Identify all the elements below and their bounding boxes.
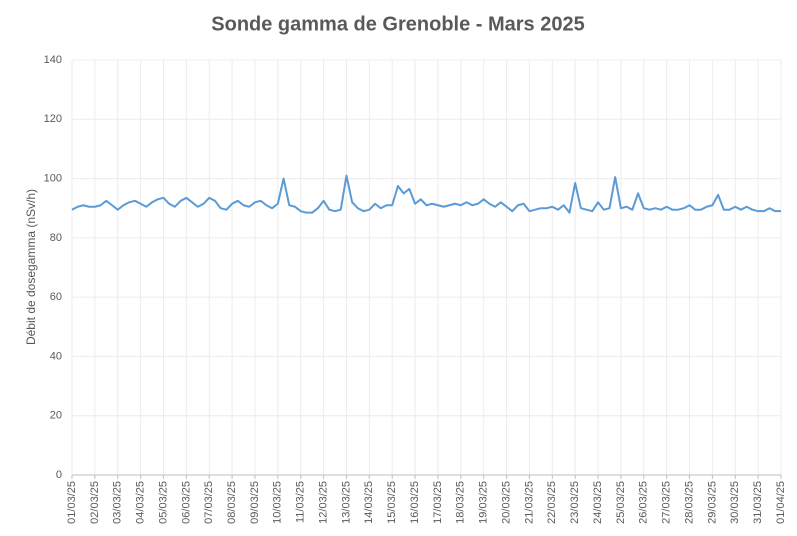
y-tick-label: 120 — [44, 113, 62, 125]
x-tick-label: 12/03/25 — [317, 481, 329, 524]
y-tick-label: 0 — [56, 469, 62, 481]
x-tick-label: 27/03/25 — [661, 481, 673, 524]
x-tick-label: 30/03/25 — [729, 481, 741, 524]
x-tick-label: 25/03/25 — [615, 481, 627, 524]
y-tick-label: 140 — [44, 54, 62, 66]
x-tick-label: 23/03/25 — [569, 481, 581, 524]
x-tick-label: 22/03/25 — [546, 481, 558, 524]
x-tick-label: 10/03/25 — [272, 481, 284, 524]
x-tick-label: 16/03/25 — [409, 481, 421, 524]
x-tick-label: 31/03/25 — [752, 481, 764, 524]
x-tick-label: 17/03/25 — [432, 481, 444, 524]
x-tick-label: 26/03/25 — [638, 481, 650, 524]
x-tick-label: 15/03/25 — [386, 481, 398, 524]
x-tick-label: 20/03/25 — [500, 481, 512, 524]
x-tick-label: 09/03/25 — [249, 481, 261, 524]
y-tick-label: 80 — [50, 232, 62, 244]
x-tick-label: 02/03/25 — [89, 481, 101, 524]
x-tick-label: 01/04/25 — [775, 481, 787, 524]
x-tick-label: 06/03/25 — [180, 481, 192, 524]
x-tick-label: 08/03/25 — [226, 481, 238, 524]
data-line — [71, 174, 781, 214]
x-tick-label: 14/03/25 — [363, 481, 375, 524]
x-tick-label: 19/03/25 — [478, 481, 490, 524]
x-tick-label: 03/03/25 — [112, 481, 124, 524]
y-tick-label: 60 — [50, 291, 62, 303]
x-tick-label: 05/03/25 — [157, 481, 169, 524]
x-tick-label: 28/03/25 — [683, 481, 695, 524]
y-tick-label: 20 — [50, 410, 62, 422]
x-tick-label: 21/03/25 — [523, 481, 535, 524]
y-axis-label: Débit de dosegamma (nSv/h) — [24, 189, 38, 345]
x-tick-label: 01/03/25 — [66, 481, 78, 524]
x-tick-label: 24/03/25 — [592, 481, 604, 524]
x-tick-label: 18/03/25 — [455, 481, 467, 524]
chart-title: Sonde gamma de Grenoble - Mars 2025 — [211, 13, 584, 35]
x-tick-label: 11/03/25 — [295, 481, 307, 523]
x-tick-label: 07/03/25 — [203, 481, 215, 524]
x-tick-label: 04/03/25 — [135, 481, 147, 524]
y-tick-label: 40 — [50, 350, 62, 362]
x-tick-label: 13/03/25 — [340, 481, 352, 524]
y-tick-label: 100 — [44, 172, 62, 184]
x-tick-label: 29/03/25 — [706, 481, 718, 524]
